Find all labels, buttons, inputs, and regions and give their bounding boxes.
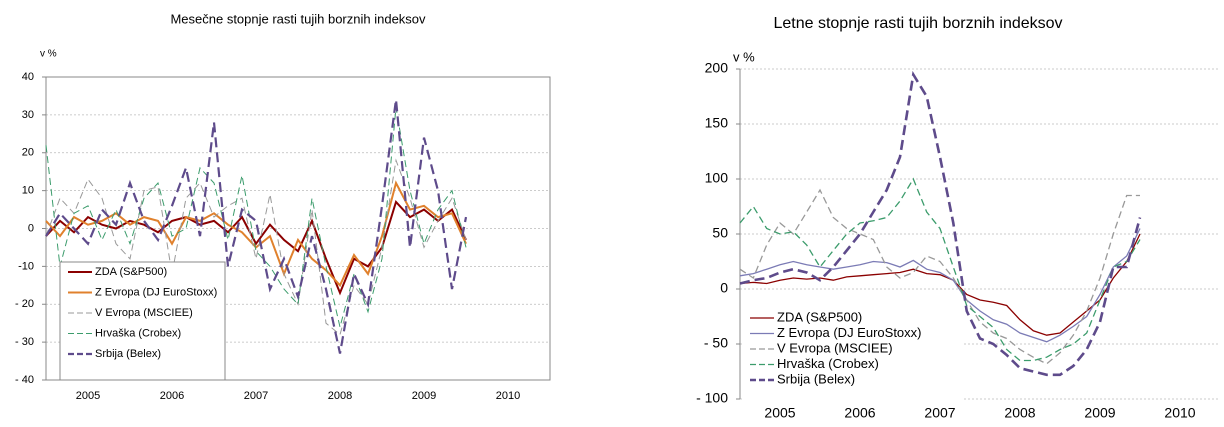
x-tick-label: 2006 — [160, 390, 184, 402]
y-tick-label: 200 — [705, 60, 729, 76]
y-tick-label: 10 — [22, 185, 34, 197]
legend-label: V Evropa (MSCIEE) — [777, 340, 893, 355]
y-tick-label: 150 — [705, 115, 729, 131]
plot-border — [45, 76, 551, 381]
series-line — [739, 233, 1141, 336]
y-tick-label: 0 — [720, 280, 728, 296]
x-tick-label: 2005 — [76, 390, 100, 402]
y-tick-label: - 50 — [704, 335, 728, 351]
series-line — [739, 228, 1141, 343]
y-tick-label: -10 — [18, 260, 34, 272]
chart-title: Letne stopnje rasti tujih borznih indeks… — [773, 15, 1062, 32]
x-tick-label: 2008 — [1004, 405, 1035, 421]
x-tick-label: 2009 — [1084, 405, 1115, 421]
series-line — [739, 70, 1142, 377]
y-tick-label: - 20 — [15, 298, 34, 310]
x-tick-label: 2005 — [764, 405, 795, 421]
y-tick-label: - 30 — [15, 336, 34, 348]
y-tick-label: 100 — [705, 170, 729, 186]
series-line — [739, 188, 1140, 365]
x-tick-label: 2008 — [328, 390, 352, 402]
legend-box — [59, 261, 226, 381]
x-tick-label: 2009 — [412, 390, 436, 402]
x-tick-label: 2010 — [1164, 405, 1195, 421]
y-tick-label: 50 — [712, 225, 728, 241]
chart-title: Mesečne stopnje rasti tujih borznih inde… — [170, 11, 426, 26]
legend-label: Srbija (Belex) — [777, 371, 855, 386]
legend-label: ZDA (S&P500) — [95, 266, 167, 278]
legend-label: Z Evropa (DJ EuroStoxx) — [777, 325, 922, 340]
y-tick-label: 20 — [22, 147, 34, 159]
series-line — [45, 200, 467, 296]
y-tick-label: 0 — [28, 222, 34, 234]
x-tick-label: 2007 — [244, 390, 268, 402]
y-tick-label: - 40 — [15, 374, 34, 386]
series-line — [45, 158, 467, 336]
legend-label: ZDA (S&P500) — [777, 309, 862, 324]
series-line — [739, 177, 1141, 362]
y-axis-label: v % — [40, 49, 57, 60]
legend-label: V Evropa (MSCIEE) — [95, 307, 193, 319]
x-tick-label: 2010 — [496, 390, 520, 402]
legend-box — [742, 308, 962, 400]
y-tick-label: 30 — [22, 109, 34, 121]
legend-label: Hrvaška (Crobex) — [95, 327, 181, 339]
legend-label: Z Evropa (DJ EuroStoxx) — [95, 286, 217, 298]
y-tick-label: 40 — [22, 71, 34, 83]
legend-label: Hrvaška (Crobex) — [777, 356, 879, 371]
series-line — [45, 180, 467, 288]
series-line — [45, 99, 468, 354]
legend-label: Srbija (Belex) — [95, 348, 161, 360]
y-tick-label: - 100 — [696, 390, 728, 406]
y-axis-label: v % — [733, 49, 755, 64]
x-tick-label: 2006 — [844, 405, 875, 421]
x-tick-label: 2007 — [924, 405, 955, 421]
